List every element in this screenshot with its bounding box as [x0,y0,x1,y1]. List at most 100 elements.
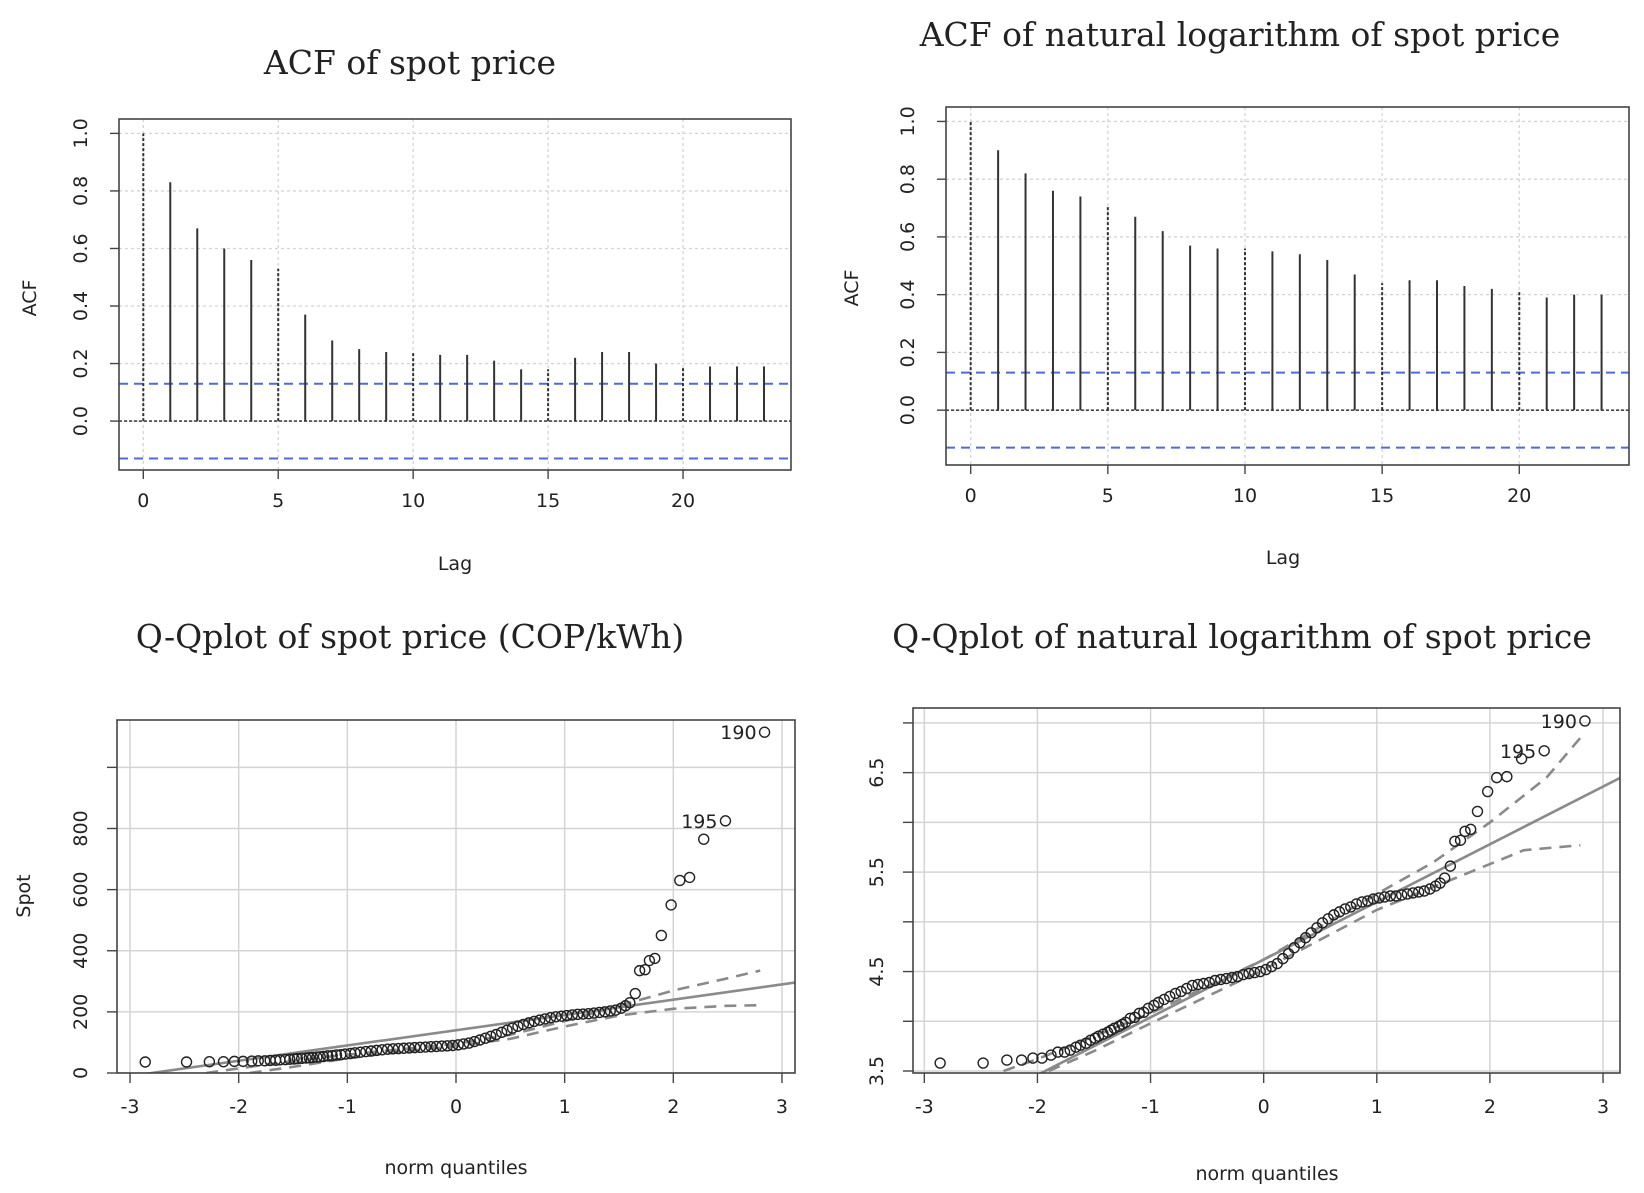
qq-spot-point [639,963,651,976]
qq-log-point [1214,973,1227,986]
qq-log-point [1027,1052,1039,1064]
qq-spot-point [288,1053,300,1065]
qq-spot-ytick-label: 400 [70,933,92,969]
qq-spot-point [279,1053,292,1066]
qq-spot-point [303,1052,316,1064]
qq-spot-point [582,1008,595,1020]
qq-spot-point [311,1051,323,1063]
qq-log-xtick-label: -3 [915,1096,934,1118]
qq-spot-point [463,1037,475,1049]
qq-log-point [1356,896,1368,908]
qq-log-point [1345,901,1357,913]
qq-spot-point [555,1010,568,1022]
qq-log-point [1203,976,1216,989]
qq-log-point [1175,985,1187,998]
qq-log-point [1328,909,1340,921]
qq-log-xtick-label: -2 [1028,1096,1047,1118]
qq-log-point [1367,893,1380,905]
qq-spot-ytick-label: 0 [70,1067,92,1079]
qq-log-point [1265,960,1278,973]
qq-spot-point [419,1041,432,1053]
qq-spot-envelope-upper [205,969,761,1073]
qq-spot-envelope-lower [249,1003,761,1073]
qq-spot-point [610,1004,622,1016]
qq-spot-point [139,1056,151,1068]
qq-spot-point [506,1022,519,1034]
acf-log-title: ACF of natural logarithm of spot price [919,15,1561,54]
qq-spot-point [296,1052,308,1065]
qq-spot-point [457,1038,470,1050]
qq-spot-point [501,1024,513,1036]
qq-log-point [1198,977,1210,990]
qq-log-point [1490,771,1503,784]
qq-log-point [1464,823,1477,836]
acf-log-ytick-label: 0.8 [897,164,919,194]
qq-log-ytick-label: 3.5 [866,1056,888,1086]
qq-spot-point [237,1055,249,1068]
qq-spot-point [643,954,656,967]
qq-spot-point [571,1008,584,1021]
acf-spot-title: ACF of spot price [263,43,556,82]
qq-log-point [1248,966,1261,979]
qq-log-point [1390,890,1402,902]
qq-log-ytick-label: 6.5 [866,758,888,788]
qq-spot-point [246,1055,258,1067]
qq-spot-panel: Q-Qplot of spot price (COP/kWh) 190 195 -3… [13,617,796,1179]
qq-log-point [1142,1002,1154,1015]
qq-log-envelope-upper [1003,736,1582,1073]
qq-spot-point [517,1018,530,1031]
qq-spot-xtick-label: -1 [338,1096,357,1118]
qq-log-point [1164,990,1176,1003]
acf-spot-ytick-label: 1.0 [70,118,92,148]
qq-spot-ytick-label: 800 [70,810,92,846]
qq-log-xtick-label: 1 [1371,1096,1383,1118]
qq-log-point [1322,913,1334,925]
qq-log-point [1538,745,1550,757]
qq-spot-ytick-label: 600 [70,871,92,907]
acf-spot-ytick-label: 0.8 [70,176,92,206]
qq-log-point [1471,805,1484,818]
qq-spot-annotation: 195 [681,811,717,833]
qq-log-point [1501,770,1513,783]
qq-log-reference-line [1038,776,1620,1073]
acf-log-ytick-label: 0.6 [897,222,919,252]
qq-log-point [1339,903,1351,915]
qq-spot-point [360,1045,372,1058]
qq-spot-point [452,1039,464,1051]
qq-spot-point [629,987,641,1000]
qq-log-point [1243,967,1255,980]
qq-log-point [1074,1039,1087,1051]
qq-spot-point [317,1050,330,1063]
acf-spot-xtick-label: 20 [671,490,695,512]
qq-log-point [1412,886,1425,898]
qq-spot-point [291,1052,304,1065]
qq-log-ytick-label: 4.5 [866,956,888,986]
qq-log-point [1052,1046,1064,1058]
qq-log-point [1418,885,1431,897]
qq-spot-point [633,964,646,977]
qq-log-frame [912,707,1621,1074]
acf-log-xtick-label: 0 [965,485,977,507]
qq-log-point [1058,1046,1071,1058]
acf-log-ytick-label: 1.0 [897,106,919,136]
qq-log-envelope-lower [1048,843,1581,1073]
qq-log-point [1362,895,1374,907]
qq-spot-point [203,1055,216,1068]
qq-spot-point [349,1047,361,1059]
qq-spot-point [365,1045,377,1057]
qq-spot-point [387,1043,399,1055]
acf-spot-xtick-label: 15 [536,490,560,512]
qq-spot-point [409,1041,421,1054]
qq-log-point [1231,970,1244,983]
qq-log-point [1186,979,1199,992]
qq-spot-xtick-label: -2 [229,1096,248,1118]
qq-log-point [1316,917,1329,929]
qq-log-point [1395,889,1408,901]
qq-spot-point [528,1015,540,1028]
qq-spot-point [180,1056,193,1068]
qq-spot-xtick-label: 0 [450,1096,462,1118]
qq-spot-point [577,1008,589,1020]
acf-log-ylabel: ACF [841,270,863,307]
qq-spot-point [665,899,677,911]
